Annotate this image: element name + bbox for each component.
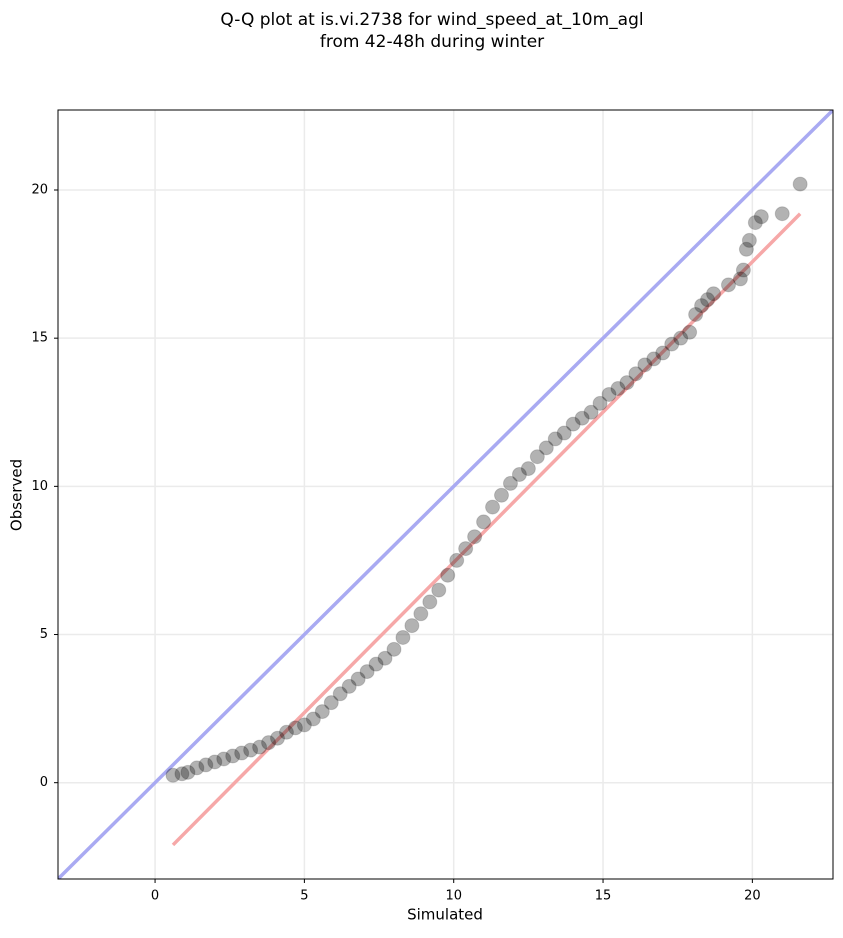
y-tick-label: 15: [31, 331, 48, 346]
point: [287, 720, 303, 736]
point: [637, 357, 653, 373]
point: [404, 618, 420, 634]
point: [655, 345, 671, 361]
point: [341, 678, 357, 694]
point: [314, 704, 330, 720]
point: [700, 292, 716, 308]
point: [305, 711, 321, 727]
point: [694, 298, 710, 314]
point: [628, 366, 644, 382]
point: [511, 466, 527, 482]
point: [261, 735, 277, 751]
point: [592, 395, 608, 411]
point: [738, 241, 754, 257]
point: [270, 730, 286, 746]
point: [377, 650, 393, 666]
point: [732, 271, 748, 287]
point: [688, 306, 704, 322]
point: [225, 748, 241, 764]
reference-line: [58, 110, 833, 879]
point: [243, 742, 259, 758]
x-tick-label: 5: [300, 889, 308, 904]
x-axis-label: Simulated: [407, 906, 483, 924]
x-tick-label: 15: [595, 889, 612, 904]
point: [413, 606, 429, 622]
point: [646, 351, 662, 367]
point: [234, 745, 250, 761]
point: [529, 449, 545, 465]
point: [601, 386, 617, 402]
grid: [58, 110, 833, 879]
chart-title: Q-Q plot at is.vi.2738 for wind_speed_at…: [220, 10, 643, 30]
y-tick-label: 0: [40, 775, 48, 790]
point: [386, 641, 402, 657]
y-tick-label: 10: [31, 479, 48, 494]
y-tick-label: 5: [40, 627, 48, 642]
point: [198, 757, 214, 773]
point: [547, 431, 563, 447]
point: [278, 724, 294, 740]
point: [174, 766, 190, 782]
point: [323, 695, 339, 711]
point: [664, 336, 680, 352]
point: [180, 764, 196, 780]
point: [792, 176, 808, 192]
axes-frame: [57, 109, 834, 880]
point: [673, 330, 689, 346]
point: [395, 629, 411, 645]
point: [565, 416, 581, 432]
point: [556, 425, 572, 441]
point: [741, 232, 757, 248]
point: [735, 262, 751, 278]
point: [774, 206, 790, 222]
x-tick-label: 20: [744, 889, 761, 904]
point: [359, 664, 375, 680]
y-axis-label: Observed: [8, 459, 26, 531]
point: [493, 487, 509, 503]
point: [207, 754, 223, 770]
reference-line: [171, 212, 802, 847]
x-tick-label: 0: [151, 889, 159, 904]
point: [350, 671, 366, 687]
plot-area: [58, 110, 833, 879]
point: [502, 475, 518, 491]
point: [189, 760, 205, 776]
point: [422, 594, 438, 610]
x-tick-label: 10: [445, 889, 462, 904]
point: [574, 410, 590, 426]
point: [619, 375, 635, 391]
point: [476, 514, 492, 530]
point: [252, 739, 268, 755]
chart-subtitle: from 42-48h during winter: [320, 32, 544, 52]
point: [296, 717, 312, 733]
point: [720, 277, 736, 293]
point: [449, 552, 465, 568]
point: [458, 541, 474, 557]
point: [520, 461, 536, 477]
point: [583, 404, 599, 420]
point: [165, 767, 181, 783]
point: [682, 324, 698, 340]
point: [332, 686, 348, 702]
point: [706, 286, 722, 302]
point: [485, 499, 501, 515]
point: [368, 656, 384, 672]
point: [216, 751, 232, 767]
point: [747, 215, 763, 231]
point: [431, 582, 447, 598]
point: [440, 567, 456, 583]
y-tick-label: 20: [31, 183, 48, 198]
point: [753, 209, 769, 225]
point: [467, 529, 483, 545]
point: [538, 440, 554, 456]
point: [610, 381, 626, 397]
